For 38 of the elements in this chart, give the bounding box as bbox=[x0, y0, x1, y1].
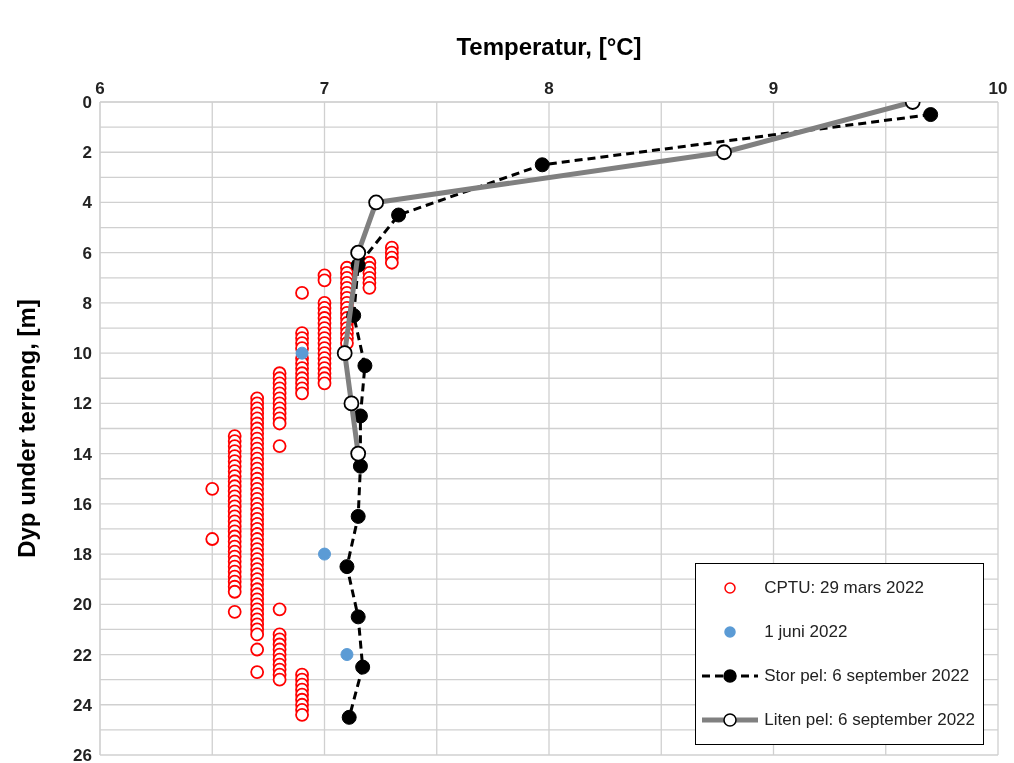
point bbox=[295, 346, 309, 360]
point bbox=[534, 157, 550, 173]
y-tick-label: 26 bbox=[73, 746, 92, 763]
point bbox=[923, 107, 939, 123]
y-tick-label: 6 bbox=[82, 243, 92, 263]
legend-label: CPTU: 29 mars 2022 bbox=[764, 578, 924, 598]
point bbox=[355, 659, 371, 675]
legend-label: 1 juni 2022 bbox=[764, 622, 848, 642]
y-tick-label: 12 bbox=[73, 394, 92, 414]
y-tick-label: 4 bbox=[82, 193, 93, 213]
y-axis-title: Dyp under terreng, [m] bbox=[12, 299, 40, 558]
x-tick-label: 10 bbox=[988, 79, 1008, 98]
y-tick-label: 0 bbox=[82, 93, 92, 113]
x-tick-label: 6 bbox=[95, 79, 105, 98]
y-tick-label: 20 bbox=[73, 595, 92, 615]
y-tick-label: 2 bbox=[82, 143, 92, 163]
point bbox=[318, 547, 331, 561]
y-tick-label: 8 bbox=[82, 293, 92, 313]
point bbox=[391, 207, 407, 223]
y-tick-label: 24 bbox=[73, 695, 93, 715]
point bbox=[350, 609, 366, 625]
point bbox=[352, 458, 368, 474]
point bbox=[357, 358, 373, 374]
legend-label: Liten pel: 6 september 2022 bbox=[764, 710, 975, 730]
legend-label: Stor pel: 6 september 2022 bbox=[764, 666, 970, 686]
x-tick-label: 8 bbox=[544, 79, 554, 98]
y-tick-label: 22 bbox=[73, 645, 92, 665]
point bbox=[341, 709, 357, 725]
y-tick-label: 18 bbox=[73, 545, 92, 565]
x-tick-label: 7 bbox=[319, 79, 330, 98]
y-tick-label: 16 bbox=[73, 494, 92, 514]
x-axis-title: Temperatur, [°C] bbox=[456, 33, 642, 61]
point bbox=[339, 559, 355, 575]
point bbox=[350, 508, 366, 524]
x-tick-label: 9 bbox=[768, 79, 779, 98]
y-tick-label: 14 bbox=[73, 444, 93, 464]
y-tick-label: 10 bbox=[73, 344, 92, 364]
point bbox=[340, 648, 354, 662]
